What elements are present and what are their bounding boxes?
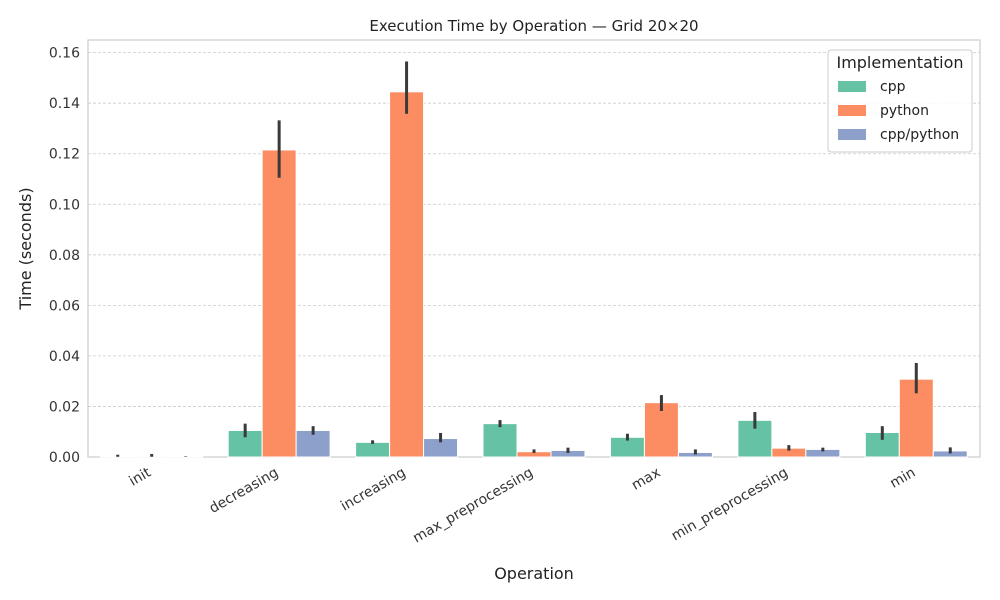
y-tick-label: 0.06 [49, 298, 80, 314]
legend-swatch-cpp [838, 81, 866, 92]
x-tick-label: min [887, 465, 918, 492]
bars-group [100, 91, 968, 458]
legend-swatch-python [838, 105, 866, 116]
x-tick-label: max_preprocessing [410, 465, 536, 547]
legend-swatch-cpp-python [838, 129, 866, 140]
y-tick-label: 0.04 [49, 349, 80, 365]
legend-label-python: python [880, 103, 929, 119]
chart-title: Execution Time by Operation — Grid 20×20 [369, 17, 698, 35]
x-tick-label: init [127, 464, 155, 489]
bar-cpp-max_preprocessing [482, 423, 518, 458]
x-tick-label: decreasing [207, 465, 281, 517]
bar-python-max [643, 402, 679, 458]
bar-python-decreasing [261, 149, 297, 458]
x-tick-label: increasing [338, 465, 408, 515]
y-tick-label: 0.14 [49, 96, 80, 112]
y-tick-label: 0.08 [49, 248, 80, 264]
x-tick-label: max [629, 465, 663, 494]
legend-label-cpp-python: cpp/python [880, 127, 959, 143]
legend-label-cpp: cpp [880, 79, 906, 95]
y-tick-label: 0.16 [49, 46, 80, 62]
y-axis-label: Time (seconds) [16, 187, 35, 310]
legend: Implementation cpp python cpp/python [827, 49, 973, 153]
y-axis-ticks: 0.00 0.02 0.04 0.06 0.08 0.10 0.12 0.14 0.16 [49, 46, 80, 466]
x-axis-ticks: init decreasing increasing max_preprocessin… [127, 464, 919, 546]
x-tick-label: min_preprocessing [669, 465, 791, 545]
x-axis-label: Operation [494, 564, 574, 583]
legend-box [827, 49, 973, 153]
bar-cpp-increasing [355, 441, 391, 458]
y-tick-label: 0.12 [49, 147, 80, 163]
error-bars-group [116, 61, 952, 457]
y-tick-label: 0.10 [49, 197, 80, 213]
bar-python-increasing [389, 91, 425, 458]
y-tick-label: 0.02 [49, 399, 80, 415]
legend-title: Implementation [836, 53, 963, 72]
y-tick-label: 0.00 [49, 450, 80, 466]
